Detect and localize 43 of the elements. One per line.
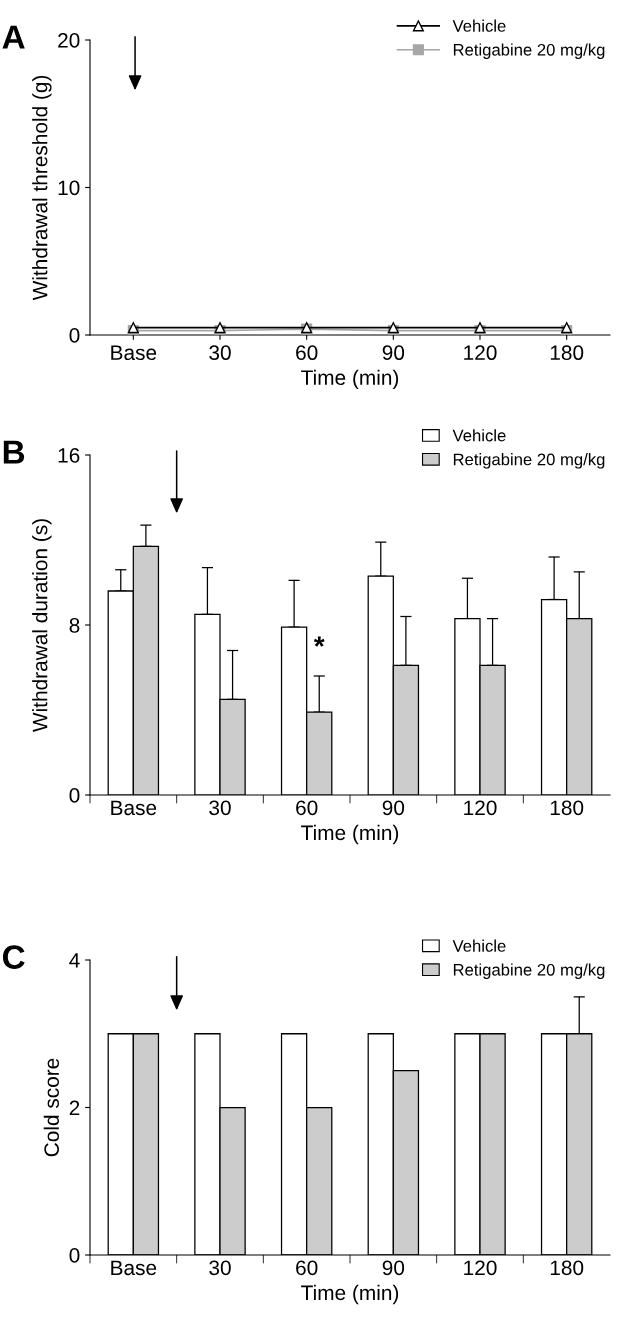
x-tick-label: 60 [296, 1260, 318, 1276]
x-tick-label: 180 [550, 800, 584, 816]
x-tick-label: 120 [464, 1260, 497, 1276]
y-tick-label: 16 [58, 448, 80, 463]
y-tick-label: 8 [69, 618, 80, 633]
annotation: * [313, 636, 325, 647]
legend-label: Vehicle [452, 19, 506, 32]
legend-label: Retigabine 20 mg/kg [453, 963, 605, 980]
x-tick-label: 60 [296, 345, 318, 361]
x-tick-label: 90 [382, 1260, 405, 1276]
x-tick-label: 90 [382, 800, 405, 816]
y-tick-label: 0 [69, 788, 80, 803]
x-tick-label: Base [111, 800, 157, 816]
y-axis-title: Withdrawal threshold (g) [32, 75, 52, 301]
y-tick-label: 10 [58, 180, 80, 196]
chart-title: A [2, 25, 25, 49]
legend-label: Retigabine 20 mg/kg [453, 43, 605, 60]
x-tick-label: 60 [296, 800, 318, 816]
y-tick-label: 0 [69, 1248, 80, 1263]
x-axis-title: Time (min) [301, 824, 399, 845]
x-tick-label: 180 [550, 1260, 584, 1276]
x-axis-title: Time (min) [301, 369, 399, 390]
legend-label: Retigabine 20 mg/kg [453, 453, 605, 469]
x-tick-label: 120 [464, 800, 497, 816]
y-axis-title: Cold score [43, 1058, 60, 1157]
legend-label: Vehicle [452, 939, 506, 952]
y-tick-label: 2 [69, 1100, 80, 1116]
x-tick-label: 30 [209, 345, 231, 361]
x-tick-label: 90 [382, 345, 405, 361]
x-tick-label: Base [111, 1260, 157, 1276]
chart-title: C [2, 945, 25, 969]
x-tick-label: 120 [464, 345, 497, 361]
legend-label: Vehicle [452, 429, 506, 442]
x-axis-title: Time (min) [301, 1284, 399, 1305]
chart-title: B [3, 440, 25, 464]
y-tick-label: 0 [69, 328, 80, 343]
x-tick-label: 180 [550, 345, 584, 361]
y-tick-label: 4 [69, 953, 80, 968]
y-axis-title: Withdrawal duration (s) [32, 519, 52, 732]
x-tick-label: Base [111, 345, 157, 361]
y-tick-label: 20 [58, 33, 80, 48]
x-tick-label: 30 [209, 1260, 231, 1276]
x-tick-label: 30 [209, 800, 231, 816]
